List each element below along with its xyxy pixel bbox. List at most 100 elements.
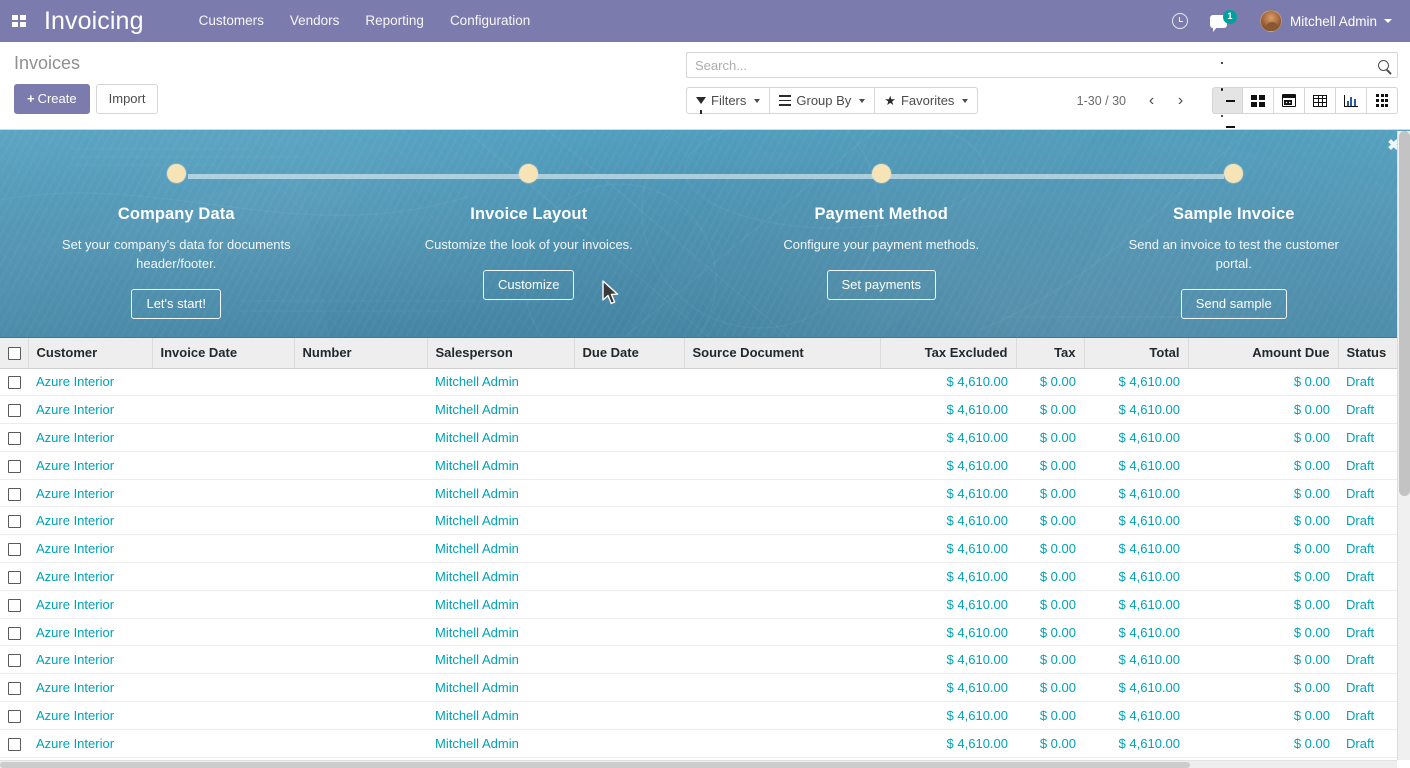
row-checkbox[interactable]	[8, 404, 21, 418]
bar-chart-icon	[1344, 94, 1358, 107]
row-checkbox[interactable]	[8, 737, 21, 751]
menu-item-configuration[interactable]: Configuration	[449, 13, 531, 28]
cell-tax: $ 0.00	[1016, 368, 1084, 397]
pager-previous-button[interactable]: ‹	[1138, 87, 1165, 114]
set-payments-button[interactable]: Set payments	[826, 270, 936, 300]
column-header-invoice-date[interactable]: Invoice Date	[152, 338, 295, 369]
search-input[interactable]	[695, 57, 1378, 73]
group-by-dropdown-button[interactable]: Group By	[770, 87, 876, 114]
cell-total: $ 4,610.00	[1084, 729, 1188, 758]
column-header-tax[interactable]: Tax	[1016, 338, 1085, 369]
filters-dropdown-button[interactable]: Filters	[686, 87, 771, 114]
create-button[interactable]: + Create	[14, 84, 90, 114]
vertical-scrollbar[interactable]	[1397, 131, 1410, 760]
row-checkbox[interactable]	[8, 598, 21, 612]
cell-number	[294, 645, 427, 675]
row-checkbox[interactable]	[8, 459, 21, 473]
column-header-salesperson[interactable]: Salesperson	[427, 338, 575, 369]
view-switcher-pivot[interactable]	[1305, 87, 1336, 114]
view-switcher-calendar[interactable]	[1274, 87, 1305, 114]
invoice-table-body: Azure Interior Mitchell Admin $ 4,610.00 $ …	[0, 368, 1410, 768]
row-select-cell	[0, 618, 28, 647]
column-header-tax-excluded[interactable]: Tax Excluded	[880, 338, 1017, 369]
row-select-cell	[0, 368, 28, 397]
app-brand-invoicing[interactable]: Invoicing	[44, 7, 144, 35]
row-checkbox[interactable]	[8, 682, 21, 696]
row-checkbox[interactable]	[8, 487, 21, 501]
row-checkbox[interactable]	[8, 571, 21, 584]
step-description: Customize the look of your invoices.	[424, 237, 633, 252]
pager-next-button[interactable]: ›	[1167, 87, 1194, 114]
row-checkbox[interactable]	[8, 432, 21, 446]
cell-tax-excluded: $ 4,610.00	[880, 479, 1016, 508]
cell-amount-due: $ 0.00	[1188, 395, 1338, 425]
lets-start-button[interactable]: Let's start!	[131, 289, 222, 319]
column-header-due-date[interactable]: Due Date	[574, 338, 685, 369]
menu-item-customers[interactable]: Customers	[198, 13, 264, 28]
send-sample-button[interactable]: Send sample	[1180, 289, 1287, 319]
row-checkbox[interactable]	[8, 654, 21, 668]
column-header-number[interactable]: Number	[294, 338, 428, 369]
table-header-row: Customer Invoice Date Number Salesperson…	[0, 338, 1410, 369]
menu-item-reporting[interactable]: Reporting	[365, 13, 424, 28]
row-checkbox[interactable]	[8, 626, 21, 640]
view-switcher-graph[interactable]	[1336, 87, 1367, 114]
customize-button[interactable]: Customize	[483, 270, 575, 300]
row-checkbox[interactable]	[8, 376, 21, 390]
main-menu: Customers Vendors Reporting Configuratio…	[186, 0, 544, 42]
row-checkbox[interactable]	[8, 709, 21, 723]
cell-due-date	[574, 423, 684, 452]
search-icon[interactable]	[1378, 59, 1389, 71]
favorites-dropdown-button[interactable]: ★ Favorites	[875, 87, 979, 114]
column-header-customer[interactable]: Customer	[28, 338, 153, 369]
onboarding-steps: Company Data Set your company's data for…	[0, 130, 1410, 337]
close-banner-button[interactable]: ✖	[1387, 137, 1400, 154]
row-checkbox[interactable]	[8, 543, 21, 557]
kanban-icon	[1251, 94, 1265, 107]
cell-amount-due: $ 0.00	[1188, 590, 1338, 619]
column-header-amount-due[interactable]: Amount Due	[1188, 338, 1339, 369]
cell-source-document	[684, 645, 880, 675]
cell-amount-due: $ 0.00	[1188, 701, 1338, 730]
view-switcher-list[interactable]	[1212, 61, 1243, 128]
cell-invoice-date	[152, 645, 294, 675]
activity-menu-button[interactable]	[1161, 0, 1199, 42]
select-all-checkbox[interactable]	[8, 347, 21, 361]
import-button[interactable]: Import	[95, 84, 159, 114]
user-menu-button[interactable]: Mitchell Admin	[1248, 0, 1396, 42]
column-header-source-document[interactable]: Source Document	[684, 338, 881, 369]
column-header-total[interactable]: Total	[1084, 338, 1189, 369]
horizontal-scrollbar-thumb[interactable]	[0, 762, 1190, 768]
view-switcher-kanban[interactable]	[1243, 87, 1274, 114]
vertical-scrollbar-thumb[interactable]	[1399, 131, 1410, 496]
row-checkbox[interactable]	[8, 515, 21, 529]
cell-source-document	[684, 479, 880, 508]
cell-number	[294, 395, 427, 425]
search-bar[interactable]	[686, 52, 1398, 78]
cell-amount-due: $ 0.00	[1188, 506, 1338, 536]
cell-salesperson: Mitchell Admin	[427, 645, 574, 675]
menu-item-vendors[interactable]: Vendors	[289, 13, 340, 28]
cell-salesperson: Mitchell Admin	[427, 395, 574, 425]
apps-menu-button[interactable]	[0, 0, 38, 42]
horizontal-scrollbar[interactable]	[0, 760, 1397, 768]
view-switcher-activity[interactable]	[1367, 87, 1398, 114]
cell-amount-due: $ 0.00	[1188, 729, 1338, 758]
create-button-label: Create	[37, 91, 77, 106]
messaging-menu-button[interactable]: 1	[1199, 0, 1248, 42]
row-select-cell	[0, 451, 28, 480]
